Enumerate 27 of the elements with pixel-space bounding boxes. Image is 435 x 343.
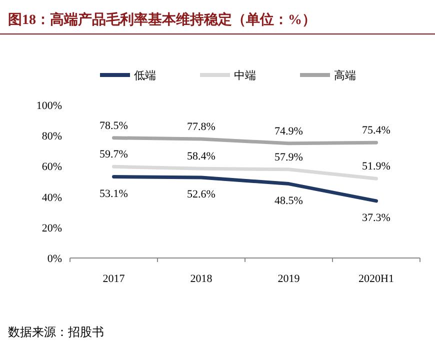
legend-label: 高端: [334, 69, 356, 82]
y-tick-label: 40%: [42, 192, 62, 204]
y-tick-label: 100%: [36, 100, 62, 112]
x-tick-label: 2020H1: [358, 273, 394, 285]
data-label: 77.8%: [187, 120, 216, 133]
y-tick-label: 80%: [42, 130, 62, 143]
data-label: 57.9%: [274, 151, 303, 164]
y-tick-label: 60%: [42, 161, 62, 174]
y-tick-label: 20%: [42, 222, 62, 234]
data-label: 53.1%: [100, 188, 128, 200]
data-label: 58.4%: [187, 150, 216, 163]
x-tick-label: 2017: [102, 273, 126, 285]
legend-label: 低端: [134, 69, 156, 82]
data-label: 75.4%: [362, 124, 390, 137]
legend-label: 中端: [234, 69, 256, 82]
data-label: 37.3%: [362, 212, 390, 224]
data-label: 48.5%: [274, 194, 303, 207]
data-label: 78.5%: [100, 120, 128, 132]
data-label: 59.7%: [100, 148, 128, 161]
data-label: 51.9%: [362, 160, 390, 173]
data-label: 74.9%: [274, 125, 303, 138]
x-tick-label: 2018: [190, 273, 213, 285]
data-label: 52.6%: [187, 188, 216, 201]
x-tick-label: 2019: [278, 273, 300, 285]
source-note: 数据来源：招股书: [8, 325, 104, 339]
chart-title: 图18：高端产品毛利率基本维持稳定（单位：%）: [8, 11, 316, 28]
y-tick-label: 0%: [47, 253, 62, 265]
